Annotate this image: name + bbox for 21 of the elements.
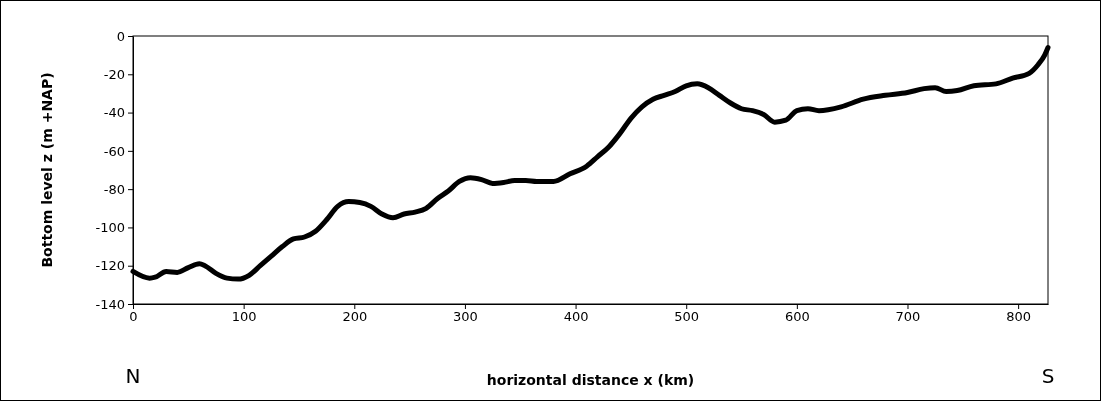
- x-tick-label: 300: [453, 309, 478, 325]
- text: S: [1041, 364, 1055, 388]
- x-tick-label: 600: [784, 309, 810, 325]
- x-axis-title: horizontal distance x (km): [486, 372, 695, 388]
- x-tick-label: 200: [342, 309, 368, 325]
- y-tick-label: -100: [95, 220, 125, 236]
- x-tick-label: 100: [231, 309, 257, 325]
- y-tick-label: -120: [95, 258, 125, 274]
- y-tick-label: -20: [103, 66, 125, 82]
- x-tick-label: 400: [563, 309, 589, 325]
- y-tick-label: -40: [103, 105, 125, 121]
- y-tick-label: -140: [95, 296, 125, 312]
- y-tick-label: -60: [103, 143, 125, 159]
- y-axis-title: Bottom level z (m +NAP): [39, 72, 55, 268]
- x-tick-label: 0: [129, 309, 138, 325]
- text: N: [125, 364, 141, 388]
- x-tick-label: 500: [674, 309, 700, 325]
- x-tick-label: 800: [1006, 309, 1032, 325]
- y-tick-label: 0: [116, 28, 125, 44]
- x-tick-label: 700: [895, 309, 921, 325]
- y-tick-label: -80: [103, 181, 125, 197]
